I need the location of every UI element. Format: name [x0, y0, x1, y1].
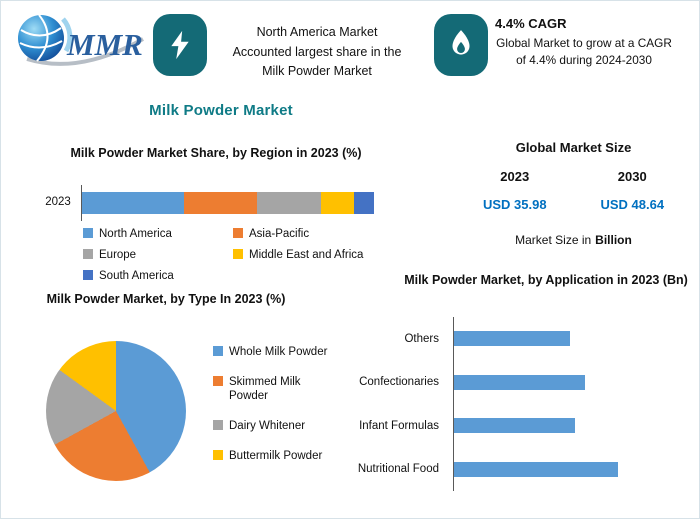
- app-row-infant-formulas: Infant Formulas: [339, 404, 685, 448]
- page-title: Milk Powder Market: [149, 102, 293, 119]
- app-category-label: Others: [404, 332, 439, 345]
- region-axis-label: 2023: [45, 196, 71, 208]
- app-bar-area: [453, 404, 685, 448]
- market-size-note: Market Size in Billion: [456, 233, 691, 247]
- legend-item-europe: Europe: [83, 248, 229, 262]
- legend-swatch: [83, 228, 93, 238]
- highlight-line-3: Milk Powder Market: [262, 64, 372, 78]
- region-legend: North America Asia-Pacific Europe Middle Ea…: [83, 227, 388, 283]
- app-bar-infant-formulas: [454, 418, 575, 434]
- pie-chart: [46, 341, 186, 481]
- legend-label: Whole Milk Powder: [229, 346, 328, 358]
- lightning-bolt-icon: [171, 30, 189, 60]
- highlight-text: North America Market Accounted largest s…: [211, 23, 423, 82]
- bar-segment-north-america: [82, 192, 185, 214]
- flame-icon: [452, 30, 470, 55]
- legend-label: Buttermilk Powder: [229, 450, 323, 462]
- legend-label: Asia-Pacific: [249, 228, 310, 240]
- market-size-year-2030: 2030: [617, 169, 647, 184]
- region-stacked-bar: [82, 192, 374, 214]
- app-bar-area: [453, 360, 685, 404]
- legend-label: Middle East and Africa: [249, 249, 364, 261]
- bar-segment-asia-pacific: [184, 192, 258, 214]
- legend-item-skimmed-milk-powder: Skimmed Milk Powder: [213, 375, 339, 403]
- legend-label: Europe: [99, 249, 137, 261]
- bar-segment-europe: [257, 192, 322, 214]
- legend-label: Skimmed Milk Powder: [229, 376, 301, 402]
- globe-icon: MMR: [18, 14, 144, 66]
- market-size-note-unit: Billion: [595, 233, 632, 247]
- market-size-year-2023: 2023: [500, 169, 530, 184]
- legend-swatch: [213, 450, 223, 460]
- legend-swatch: [213, 420, 223, 430]
- legend-item-dairy-whitener: Dairy Whitener: [213, 419, 339, 433]
- app-row-others: Others: [339, 317, 685, 361]
- app-row-confectionaries: Confectionaries: [339, 360, 685, 404]
- highlight-line-2: Accounted largest share in the: [232, 44, 402, 59]
- legend-swatch: [233, 228, 243, 238]
- app-bar-confectionaries: [454, 374, 585, 390]
- market-size-note-text: Market Size in: [515, 233, 592, 247]
- flame-badge: [434, 14, 488, 76]
- legend-label: North America: [99, 228, 172, 240]
- region-chart-title: Milk Powder Market Share, by Region in 2…: [70, 146, 362, 160]
- highlight-line-1: North America Market: [256, 25, 378, 39]
- legend-item-whole-milk-powder: Whole Milk Powder: [213, 345, 339, 359]
- app-chart-rows: Others Confectionaries Infant Formulas Nutr…: [339, 317, 685, 491]
- region-chart: 2023: [41, 185, 376, 221]
- legend-label: Dairy Whitener: [229, 420, 306, 432]
- cagr-title: 4.4% CAGR: [495, 16, 567, 31]
- pie-chart-title: Milk Powder Market, by Type In 2023 (%): [46, 292, 286, 306]
- legend-item-buttermilk-powder: Buttermilk Powder: [213, 449, 339, 463]
- region-bar-area: [81, 185, 374, 221]
- market-size-value-2023: USD 35.98: [482, 197, 547, 212]
- pie-legend: Whole Milk Powder Skimmed Milk Powder Dair…: [213, 345, 339, 463]
- app-bar-others: [454, 331, 570, 347]
- market-size-title: Global Market Size: [515, 140, 632, 155]
- app-bar-nutritional-food: [454, 461, 619, 477]
- legend-item-south-america: South America: [83, 269, 229, 283]
- legend-item-asia-pacific: Asia-Pacific: [233, 227, 388, 241]
- cagr-block: 4.4% CAGR Global Market to grow at a CAG…: [495, 16, 673, 69]
- legend-label: South America: [99, 270, 174, 282]
- cagr-text: Global Market to grow at a CAGR of 4.4% …: [496, 36, 672, 67]
- logo-text: MMR: [66, 27, 143, 62]
- app-category-label: Nutritional Food: [357, 463, 439, 476]
- legend-swatch: [83, 270, 93, 280]
- lightning-badge: [153, 14, 207, 76]
- market-size-value-2030: USD 48.64: [600, 197, 665, 212]
- legend-item-middle-east-and-africa: Middle East and Africa: [233, 248, 388, 262]
- app-category-label: Infant Formulas: [359, 419, 439, 432]
- mmr-logo: MMR: [11, 7, 151, 77]
- application-chart-title: Milk Powder Market, by Application in 20…: [404, 273, 688, 287]
- app-bar-area: [453, 447, 685, 491]
- market-size-values: USD 35.98 USD 48.64: [456, 197, 691, 212]
- legend-swatch: [233, 249, 243, 259]
- legend-item-north-america: North America: [83, 227, 229, 241]
- app-bar-area: [453, 317, 685, 361]
- bar-segment-middle-east-and-africa: [321, 192, 354, 214]
- app-category-label: Confectionaries: [359, 376, 439, 389]
- legend-swatch: [213, 346, 223, 356]
- market-size-years: 2023 2030: [456, 169, 691, 184]
- legend-swatch: [213, 376, 223, 386]
- legend-swatch: [83, 249, 93, 259]
- bar-segment-south-america: [353, 192, 374, 214]
- app-row-nutritional-food: Nutritional Food: [339, 447, 685, 491]
